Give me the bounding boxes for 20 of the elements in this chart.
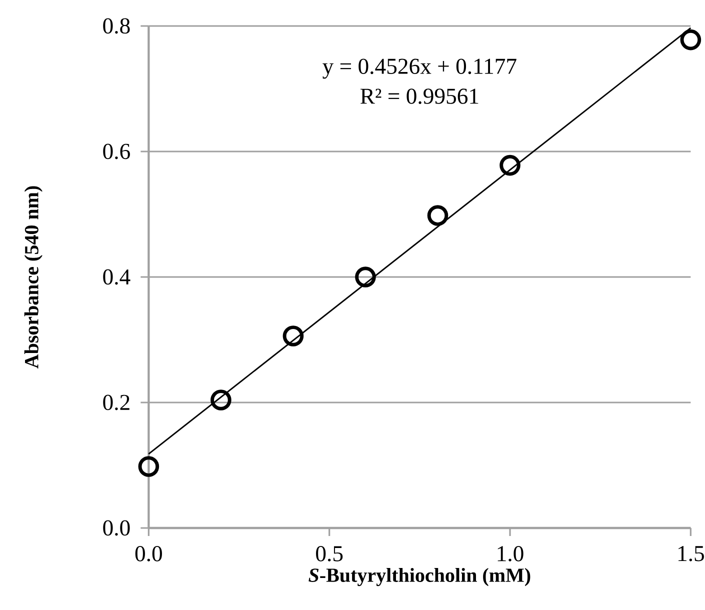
x-tick-label: 0.0 <box>135 546 162 562</box>
annotation: y = 0.4526x + 0.1177 <box>322 58 516 79</box>
x-tick-label: 1.0 <box>498 546 524 562</box>
point <box>427 205 448 226</box>
y-tick-label: 0.0 <box>103 520 130 536</box>
point <box>138 456 160 477</box>
y-tick-label: 0.8 <box>103 18 130 34</box>
annotation: R² = 0.99561 <box>360 88 478 104</box>
y-axis-title: Absorbance (540 nm) <box>24 186 42 368</box>
x-tick-label: 0.5 <box>316 546 343 562</box>
point <box>282 326 304 346</box>
point <box>500 154 520 176</box>
y-tick-label: 0.2 <box>103 394 130 410</box>
x-tick-label: 1.5 <box>678 546 704 562</box>
y-tick-label: 0.4 <box>103 269 130 285</box>
y-tick-label: 0.6 <box>103 144 130 160</box>
point <box>210 390 232 410</box>
point <box>680 29 702 50</box>
x-axis-title: S-Butyrylthiocholin (mM) <box>308 568 530 586</box>
point <box>355 266 376 288</box>
